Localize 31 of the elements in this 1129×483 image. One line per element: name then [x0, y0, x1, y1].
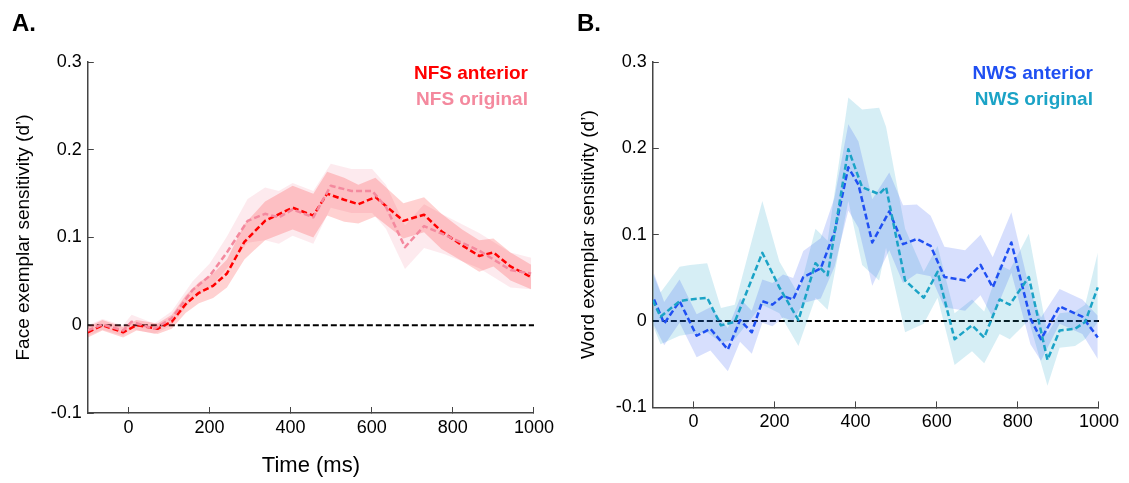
x-tick-label: 800	[437, 416, 468, 437]
text: NWS original	[974, 87, 1093, 109]
x-tick-label: 200	[759, 411, 790, 432]
y-tick-label: -0.1	[50, 401, 82, 422]
x-tick-label: 600	[921, 411, 952, 432]
x-tick-label: 0	[123, 416, 134, 437]
x-axis-title: Time (ms)	[261, 451, 360, 477]
x-tick-label: 400	[275, 416, 306, 437]
chart-title: A.	[12, 8, 36, 36]
x-tick-label: 200	[194, 416, 225, 437]
text: NFS original	[416, 87, 528, 109]
text: NWS anterior	[972, 61, 1094, 83]
y-tick-label: 0.3	[56, 50, 82, 71]
x-tick-label: 0	[688, 411, 699, 432]
y-tick-label: 0.2	[56, 138, 82, 159]
x-tick-label: 800	[1002, 411, 1033, 432]
y-tick-label: 0.1	[56, 226, 82, 247]
x-tick-label: 1000	[513, 416, 554, 437]
y-axis-title: Face exemplar sensitivity (d’)	[11, 114, 33, 361]
text: NFS anterior	[413, 61, 529, 83]
x-tick-label: 600	[356, 416, 387, 437]
y-tick-label: 0.3	[621, 50, 647, 71]
y-tick-label: 0	[636, 310, 647, 331]
y-tick-label: 0	[71, 314, 82, 335]
y-tick-label: 0.2	[621, 137, 647, 158]
chart-title: B.	[577, 8, 601, 36]
y-tick-label: -0.1	[615, 396, 647, 417]
y-axis-title: Word exemplar sensitivity (d’)	[576, 110, 598, 360]
x-tick-label: 400	[840, 411, 871, 432]
x-tick-label: 1000	[1078, 411, 1119, 432]
y-tick-label: 0.1	[621, 223, 647, 244]
